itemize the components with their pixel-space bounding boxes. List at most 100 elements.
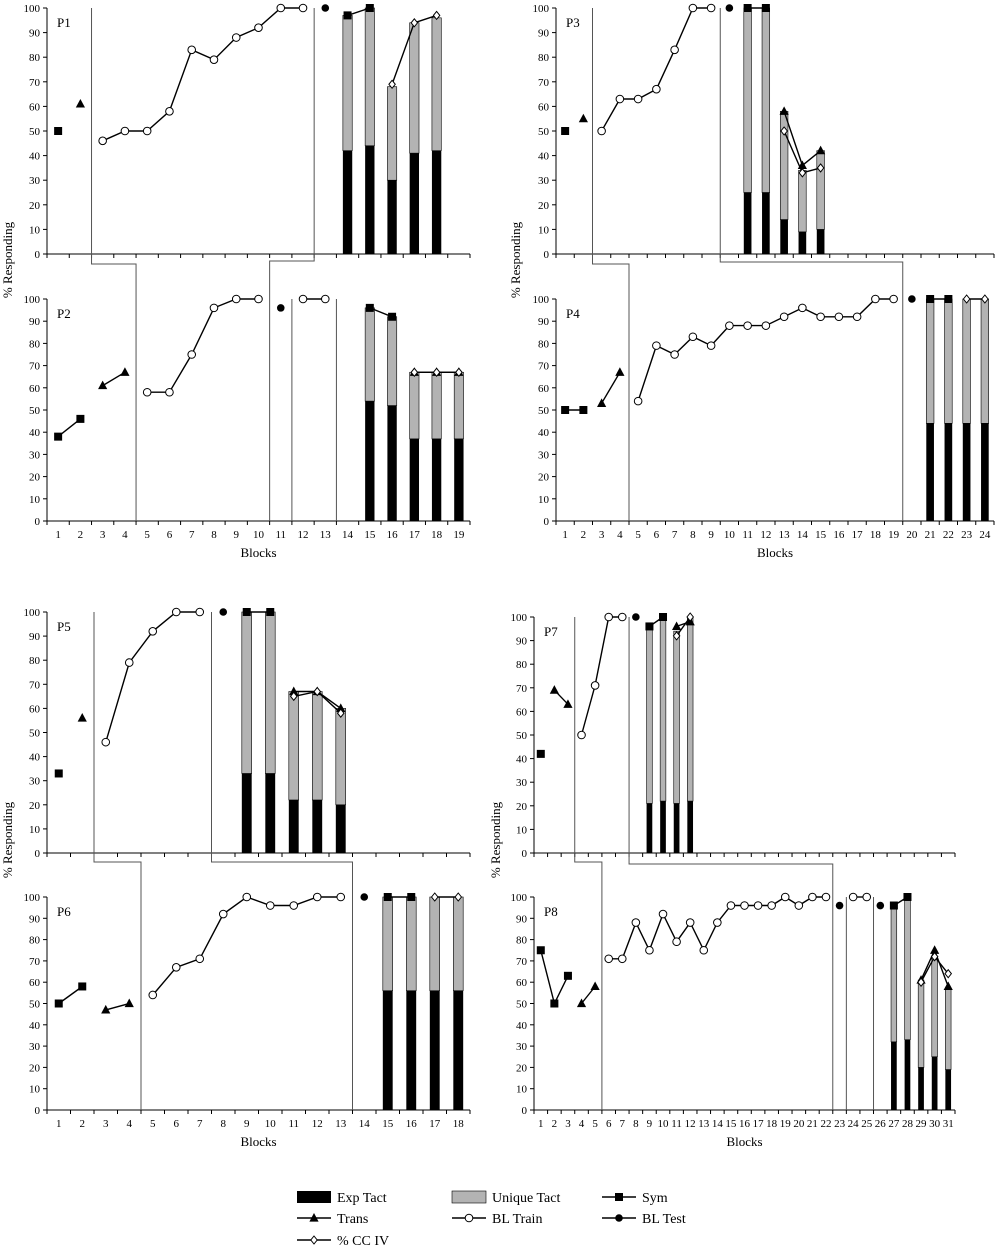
y-tick-label: 30: [538, 449, 550, 461]
y-tick-label: 30: [29, 776, 41, 788]
y-tick-label: 70: [538, 361, 550, 373]
bl-train-point: [699, 945, 709, 955]
sym-test-point: [944, 295, 953, 303]
y-tick-label: 30: [29, 175, 41, 187]
bl-train-point: [320, 294, 330, 304]
y-tick-label: 50: [538, 126, 550, 138]
x-tick-label: 22: [820, 1118, 831, 1130]
y-tick-label: 80: [29, 338, 41, 350]
bl-train-point: [652, 84, 661, 94]
unique-tact-bar: [382, 896, 393, 992]
y-tick-label: 60: [29, 101, 41, 113]
x-tick-label: 4: [617, 529, 623, 541]
sym-point: [536, 749, 545, 758]
bl-train-point: [871, 294, 880, 304]
y-tick-label: 0: [35, 1105, 41, 1117]
x-tick-label: 12: [760, 529, 771, 541]
bl-train-point: [753, 901, 763, 910]
x-axis-label: Blocks: [240, 1134, 276, 1149]
x-tick-label: 10: [724, 529, 736, 541]
x-tick-label: 2: [78, 529, 84, 541]
legend-swatch: [297, 1191, 331, 1203]
bl-train-point: [706, 341, 716, 350]
participant-label: P2: [57, 306, 71, 321]
bl-test-point: [908, 295, 916, 303]
legend-label: Unique Tact: [492, 1191, 560, 1206]
legend-item: Unique Tact: [451, 1190, 560, 1206]
x-tick-label: 4: [127, 1118, 133, 1130]
y-tick-label: 50: [538, 405, 550, 417]
bl-train-point: [298, 3, 308, 13]
trans-point: [615, 367, 625, 376]
bl-train-point: [231, 294, 241, 304]
x-tick-label: 29: [916, 1118, 928, 1130]
cc-iv-point: [780, 126, 788, 136]
phase-connector: [628, 853, 834, 897]
bl-train-point: [645, 945, 654, 955]
y-tick-label: 30: [29, 449, 41, 461]
trans-point: [101, 1004, 111, 1014]
cc-iv-point: [388, 79, 396, 90]
bl-train-point: [779, 312, 789, 322]
y-tick-label: 10: [29, 824, 41, 836]
x-tick-label: 21: [807, 1118, 818, 1130]
exp-tact-bar: [687, 801, 694, 853]
trans-point: [563, 699, 573, 708]
bl-train-point: [672, 937, 681, 947]
phase-connector: [269, 254, 315, 299]
legend-swatch: [451, 1190, 487, 1204]
x-tick-label: 13: [320, 529, 332, 541]
bl-train-point: [798, 303, 807, 313]
unique-tact-bar: [925, 298, 935, 424]
bl-train-point: [688, 332, 698, 342]
y-tick-label: 10: [516, 824, 528, 836]
exp-tact-bar: [406, 990, 417, 1110]
bl-train-point: [794, 901, 804, 910]
x-tick-label: 1: [55, 529, 61, 541]
bl-train-point: [597, 126, 606, 136]
cc-iv-point: [410, 17, 419, 28]
unique-tact-bar: [931, 956, 938, 1058]
exp-tact-bar: [409, 153, 420, 254]
bl-train-point: [577, 730, 586, 740]
x-tick-label: 14: [797, 529, 809, 541]
bl-train-point: [821, 892, 831, 902]
legend-marker: [615, 1193, 623, 1201]
x-tick-label: 19: [888, 529, 900, 541]
x-tick-label: 13: [779, 529, 791, 541]
unique-tact-bar: [241, 611, 252, 774]
participant-label: P5: [57, 619, 71, 634]
x-tick-label: 23: [834, 1118, 846, 1130]
y-tick-label: 100: [511, 892, 528, 904]
exp-tact-bar: [926, 423, 934, 521]
x-tick-label: 11: [742, 529, 753, 541]
bl-test-point: [321, 4, 330, 12]
unique-tact-bar: [904, 896, 911, 1041]
exp-tact-bar: [365, 401, 375, 521]
y-tick-label: 80: [516, 659, 528, 671]
x-tick-label: 28: [902, 1118, 914, 1130]
y-tick-label: 70: [516, 683, 528, 695]
x-tick-label: 26: [875, 1118, 887, 1130]
y-tick-label: 70: [29, 361, 41, 373]
x-tick-label: 6: [606, 1118, 612, 1130]
exp-tact-bar: [945, 1069, 952, 1110]
sym-test-point: [365, 303, 374, 312]
exp-tact-bar: [454, 438, 464, 521]
x-tick-label: 13: [335, 1118, 347, 1130]
exp-tact-bar: [762, 192, 770, 254]
y-tick-label: 50: [29, 126, 41, 138]
x-tick-label: 25: [861, 1118, 873, 1130]
cc-iv-point: [313, 686, 322, 697]
exp-tact-bar: [429, 990, 440, 1110]
bl-train-point: [298, 294, 308, 304]
unique-tact-bar: [406, 896, 417, 992]
x-tick-label: 19: [453, 529, 465, 541]
cc-iv-point: [410, 367, 419, 378]
sym-line: [540, 950, 569, 1006]
x-tick-label: 8: [221, 1118, 227, 1130]
